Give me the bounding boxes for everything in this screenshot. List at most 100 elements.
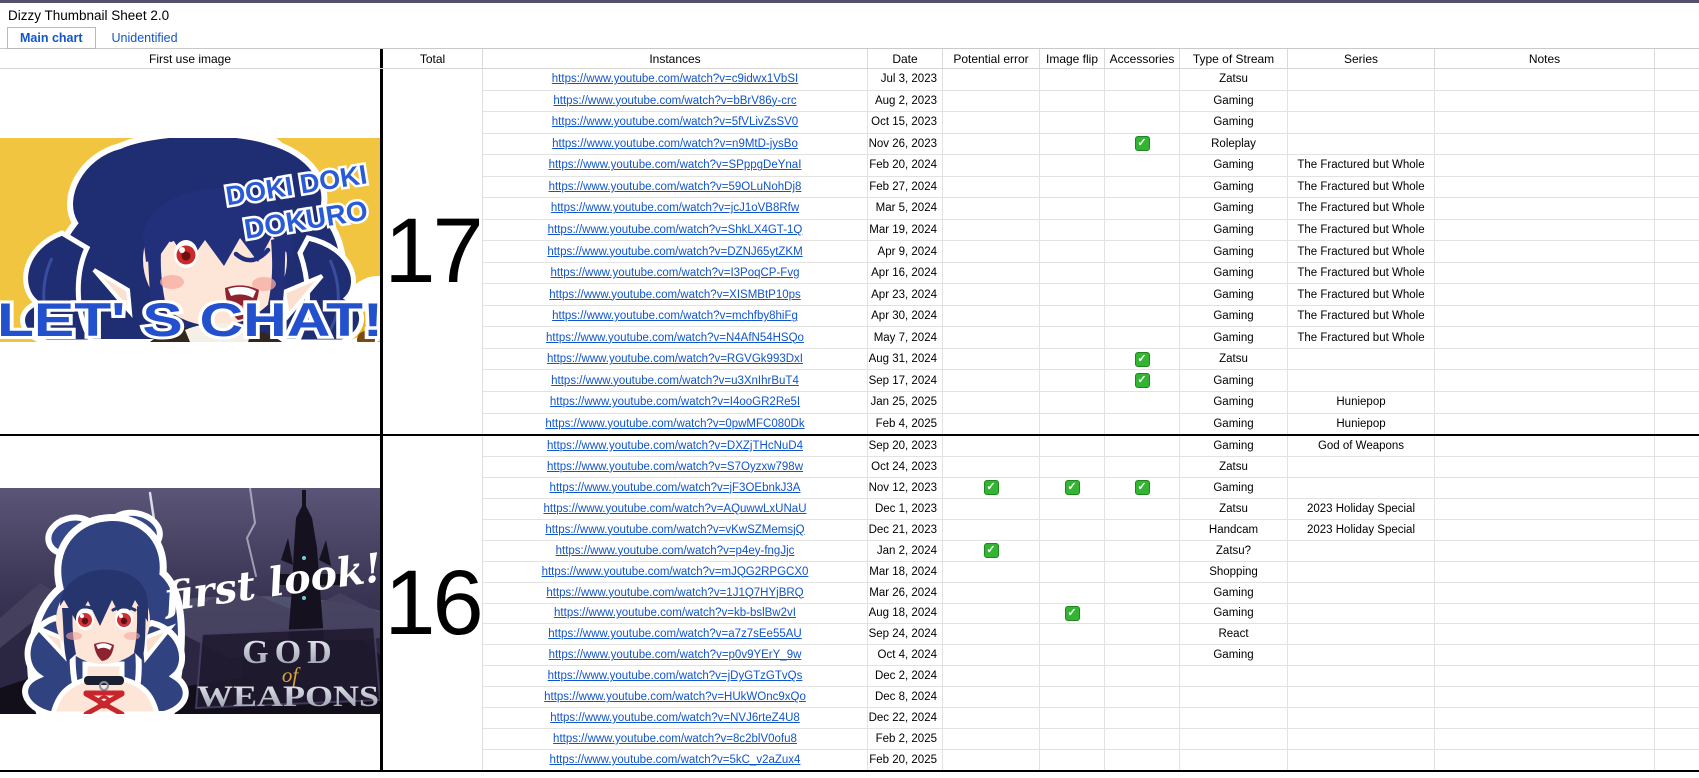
instance-link[interactable]: https://www.youtube.com/watch?v=59OLuNoh… — [548, 180, 802, 193]
thumbnail-group-god-of-weapons: first look! GOD of WEAPONS 16 https://ww… — [0, 436, 1699, 772]
character-dizzy-wink — [20, 138, 365, 342]
instance-link[interactable]: https://www.youtube.com/watch?v=8c2blV0o… — [553, 733, 797, 746]
date-cell: Apr 16, 2024 — [868, 262, 943, 284]
thumbnail-god-of-weapons-image[interactable]: first look! GOD of WEAPONS — [0, 488, 380, 714]
series-cell — [1288, 370, 1435, 391]
first-use-image-cell: DOKI DOKI DOKURO LET' S CHAT! — [0, 69, 383, 434]
notes-cell — [1435, 519, 1655, 540]
accessories-cell: ✓ — [1105, 477, 1180, 498]
instance-link[interactable]: https://www.youtube.com/watch?v=0pwMFC08… — [545, 417, 805, 430]
table-row: https://www.youtube.com/watch?v=5fVLivZs… — [483, 112, 1699, 134]
checkmark-icon: ✓ — [983, 543, 999, 559]
accessories-cell — [1105, 176, 1180, 198]
instance-link[interactable]: https://www.youtube.com/watch?v=kb-bslBw… — [554, 607, 796, 620]
instance-link[interactable]: https://www.youtube.com/watch?v=p4ey-fng… — [555, 544, 795, 557]
series-cell — [1288, 687, 1435, 708]
instance-url-cell: https://www.youtube.com/watch?v=5kC_v2aZ… — [483, 750, 868, 770]
series-cell — [1288, 90, 1435, 112]
instance-link[interactable]: https://www.youtube.com/watch?v=I3PoqCP-… — [550, 267, 800, 280]
checkmark-icon: ✓ — [1134, 136, 1150, 152]
window-accent-bar — [0, 0, 1699, 3]
instance-link[interactable]: https://www.youtube.com/watch?v=n9MtD-jy… — [552, 137, 798, 150]
table-row: https://www.youtube.com/watch?v=c9idwx1V… — [483, 69, 1699, 91]
accessories-cell — [1105, 708, 1180, 729]
thumbnail-doki-doki-image[interactable]: DOKI DOKI DOKURO LET' S CHAT! — [0, 138, 380, 342]
potential-error-cell — [943, 370, 1040, 391]
stream-type-cell: Gaming — [1180, 477, 1288, 498]
tab-unidentified[interactable]: Unidentified — [111, 30, 178, 45]
instance-link[interactable]: https://www.youtube.com/watch?v=N4AfN54H… — [546, 331, 804, 344]
accessories-cell — [1105, 241, 1180, 262]
table-row: https://www.youtube.com/watch?v=kb-bslBw… — [483, 603, 1699, 625]
instance-link[interactable]: https://www.youtube.com/watch?v=RGVGk993… — [547, 353, 803, 366]
instance-link[interactable]: https://www.youtube.com/watch?v=mchfby8h… — [552, 310, 798, 323]
image-flip-cell — [1040, 519, 1105, 540]
image-flip-cell — [1040, 176, 1105, 198]
accessories-cell — [1105, 219, 1180, 241]
checkmark-icon: ✓ — [1134, 373, 1150, 389]
instance-link[interactable]: https://www.youtube.com/watch?v=jcJ1oVB8… — [550, 202, 800, 215]
image-flip-cell: ✓ — [1040, 477, 1105, 498]
accessories-cell — [1105, 436, 1180, 456]
stream-type-cell: Gaming — [1180, 645, 1288, 666]
instance-link[interactable]: https://www.youtube.com/watch?v=c9idwx1V… — [551, 73, 799, 86]
instance-url-cell: https://www.youtube.com/watch?v=jDyGTzGT… — [483, 666, 868, 687]
potential-error-cell — [943, 112, 1040, 133]
instance-link[interactable]: https://www.youtube.com/watch?v=XISMBtP1… — [549, 288, 801, 301]
header-potential-error: Potential error — [943, 49, 1040, 68]
instance-url-cell: https://www.youtube.com/watch?v=NVJ6rteZ… — [483, 708, 868, 729]
table-row: https://www.youtube.com/watch?v=1J1Q7HYj… — [483, 582, 1699, 604]
instance-link[interactable]: https://www.youtube.com/watch?v=5kC_v2aZ… — [549, 754, 801, 767]
table-row: https://www.youtube.com/watch?v=jcJ1oVB8… — [483, 198, 1699, 220]
instance-url-cell: https://www.youtube.com/watch?v=n9MtD-jy… — [483, 133, 868, 155]
instance-link[interactable]: https://www.youtube.com/watch?v=a7z7sEe5… — [548, 628, 802, 641]
stream-type-cell: Gaming — [1180, 284, 1288, 305]
instance-link[interactable]: https://www.youtube.com/watch?v=DZNJ65yt… — [547, 245, 803, 258]
instance-link[interactable]: https://www.youtube.com/watch?v=jDyGTzGT… — [547, 670, 803, 683]
instance-url-cell: https://www.youtube.com/watch?v=vKwSZMem… — [483, 519, 868, 540]
empty-cell — [1655, 198, 1699, 219]
stream-type-cell: Zatsu — [1180, 69, 1288, 90]
empty-cell — [1655, 624, 1699, 644]
notes-cell — [1435, 284, 1655, 305]
image-flip-cell — [1040, 413, 1105, 435]
date-cell: Dec 8, 2024 — [868, 687, 943, 708]
potential-error-cell — [943, 305, 1040, 327]
instance-link[interactable]: https://www.youtube.com/watch?v=NVJ6rteZ… — [550, 712, 800, 725]
notes-cell — [1435, 436, 1655, 456]
accessories-cell — [1105, 561, 1180, 582]
tab-main-chart[interactable]: Main chart — [7, 27, 96, 49]
instance-link[interactable]: https://www.youtube.com/watch?v=bBrV86y-… — [553, 94, 797, 107]
image-flip-cell — [1040, 90, 1105, 112]
total-count: 17 — [383, 69, 484, 434]
instance-link[interactable]: https://www.youtube.com/watch?v=jF3OEbnk… — [549, 481, 801, 494]
potential-error-cell — [943, 456, 1040, 477]
potential-error-cell: ✓ — [943, 477, 1040, 498]
instance-link[interactable]: https://www.youtube.com/watch?v=DXZjTHcN… — [547, 439, 803, 452]
notes-cell — [1435, 198, 1655, 219]
instance-link[interactable]: https://www.youtube.com/watch?v=vKwSZMem… — [545, 523, 805, 536]
empty-cell — [1655, 708, 1699, 728]
date-cell: Sep 17, 2024 — [868, 370, 943, 391]
instance-link[interactable]: https://www.youtube.com/watch?v=u3XnIhrB… — [551, 374, 799, 387]
accessories-cell: ✓ — [1105, 348, 1180, 370]
accessories-cell — [1105, 90, 1180, 112]
instance-link[interactable]: https://www.youtube.com/watch?v=ShkLX4GT… — [547, 223, 803, 236]
instance-url-cell: https://www.youtube.com/watch?v=DXZjTHcN… — [483, 436, 868, 456]
instance-link[interactable]: https://www.youtube.com/watch?v=p0v9YErY… — [548, 649, 802, 662]
instance-link[interactable]: https://www.youtube.com/watch?v=SPppgDeY… — [548, 159, 802, 172]
instance-link[interactable]: https://www.youtube.com/watch?v=S7Oyzxw7… — [547, 460, 803, 473]
instance-link[interactable]: https://www.youtube.com/watch?v=mJQG2RPG… — [541, 565, 809, 578]
series-cell — [1288, 750, 1435, 770]
date-cell: Feb 20, 2024 — [868, 155, 943, 176]
instance-url-cell: https://www.youtube.com/watch?v=0pwMFC08… — [483, 413, 868, 435]
instance-link[interactable]: https://www.youtube.com/watch?v=I4ooGR2R… — [549, 396, 801, 409]
instance-link[interactable]: https://www.youtube.com/watch?v=AQuwwLxU… — [543, 502, 807, 515]
date-cell: Aug 31, 2024 — [868, 348, 943, 370]
instance-link[interactable]: https://www.youtube.com/watch?v=5fVLivZs… — [551, 116, 799, 129]
instance-url-cell: https://www.youtube.com/watch?v=kb-bslBw… — [483, 603, 868, 624]
instance-link[interactable]: https://www.youtube.com/watch?v=HUkWOnc9… — [544, 691, 806, 704]
instance-link[interactable]: https://www.youtube.com/watch?v=1J1Q7HYj… — [546, 586, 804, 599]
table-row: https://www.youtube.com/watch?v=DXZjTHcN… — [483, 436, 1699, 457]
instance-url-cell: https://www.youtube.com/watch?v=59OLuNoh… — [483, 176, 868, 198]
